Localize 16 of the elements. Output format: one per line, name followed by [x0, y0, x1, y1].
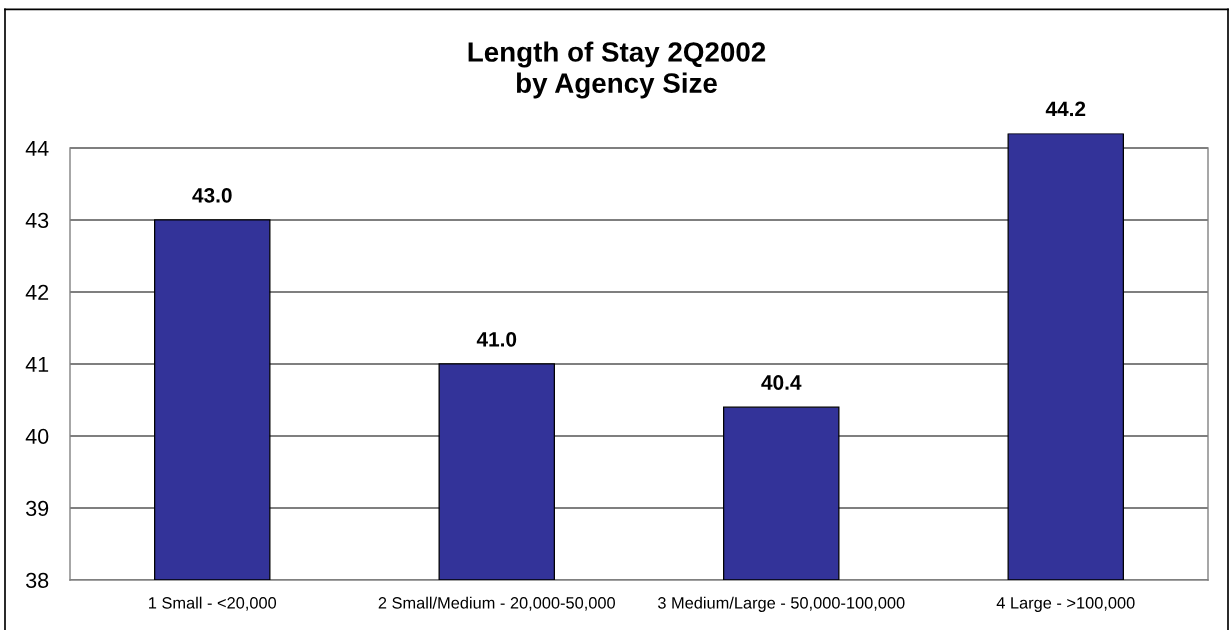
y-tick-label: 39: [26, 500, 49, 517]
data-label: 41.0: [476, 331, 517, 347]
y-tick-label: 40: [25, 428, 49, 445]
data-label: 44.2: [1045, 101, 1086, 117]
x-tick-label: 4 Large - >100,000: [996, 597, 1135, 612]
x-tick-label: 2 Small/Medium - 20,000-50,000: [378, 596, 615, 611]
y-tick-label: 44: [25, 140, 49, 156]
y-tick-label: 38: [26, 572, 49, 589]
data-label: 40.4: [761, 375, 802, 390]
data-label: 43.0: [192, 187, 232, 203]
x-tick-label: 3 Medium/Large - 50,000-100,000: [657, 596, 905, 612]
x-tick-label: 1 Small - <20,000: [149, 596, 277, 611]
y-tick-label: 41: [25, 356, 49, 372]
y-tick-label: 43: [25, 212, 49, 229]
chart-title: Length of Stay 2Q2002 by Agency Size: [468, 41, 766, 99]
y-tick-label: 42: [25, 284, 49, 300]
